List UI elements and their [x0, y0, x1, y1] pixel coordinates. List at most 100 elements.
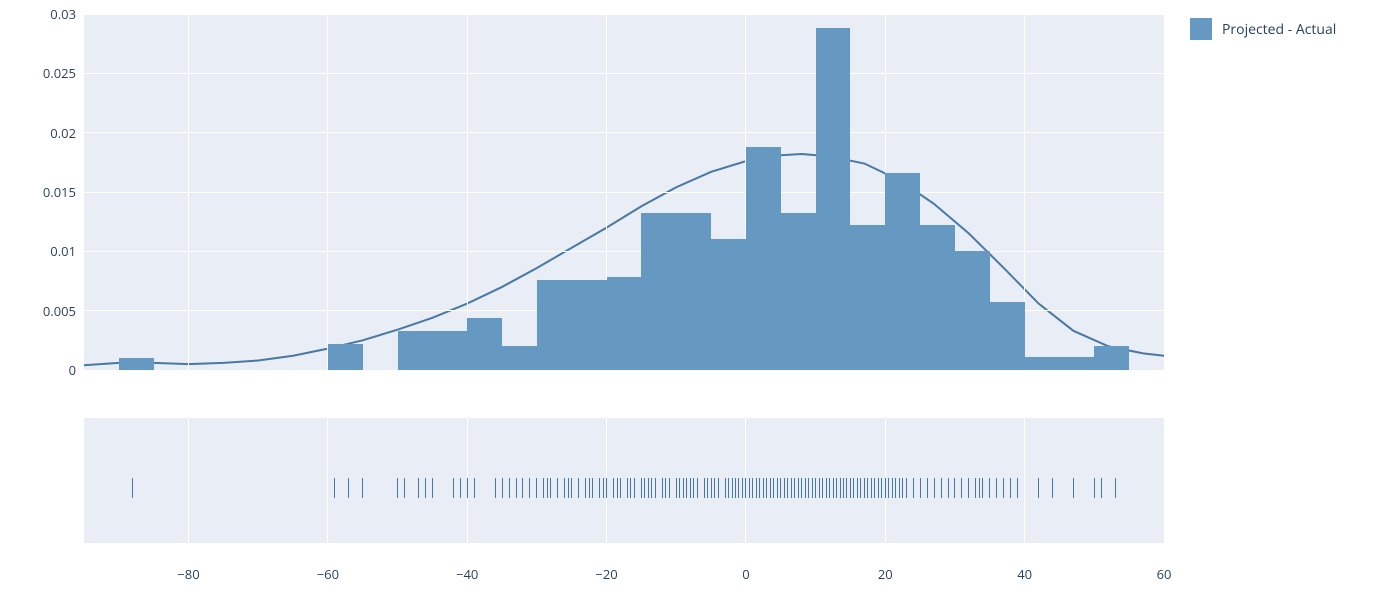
rug-tick: [846, 478, 847, 498]
rug-tick: [773, 478, 774, 498]
rug-tick: [759, 478, 760, 498]
rug-tick: [899, 478, 900, 498]
rug-tick: [857, 478, 858, 498]
rug-tick: [871, 478, 872, 498]
legend-label: Projected - Actual: [1222, 20, 1336, 39]
rug-tick: [651, 478, 652, 498]
rug-tick: [822, 478, 823, 498]
rug-tick: [961, 478, 962, 498]
rug-tick: [738, 478, 739, 498]
rug-tick: [843, 478, 844, 498]
legend-swatch: [1190, 18, 1212, 40]
rug-tick: [404, 478, 405, 498]
rug-tick: [1010, 478, 1011, 498]
x-grid-line: [327, 418, 328, 543]
rug-tick: [669, 478, 670, 498]
rug-tick: [502, 478, 503, 498]
y-grid-line: [84, 14, 1164, 15]
rug-tick: [805, 478, 806, 498]
rug-tick: [815, 478, 816, 498]
histogram-bar: [641, 213, 676, 370]
rug-tick: [547, 478, 548, 498]
rug-tick: [975, 478, 976, 498]
rug-tick: [878, 478, 879, 498]
histogram-bar: [885, 173, 920, 370]
rug-tick: [425, 478, 426, 498]
histogram-bar: [1094, 346, 1129, 370]
rug-tick: [784, 478, 785, 498]
rug-tick: [613, 478, 614, 498]
rug-tick: [829, 478, 830, 498]
rug-tick: [979, 478, 980, 498]
rug-tick: [453, 478, 454, 498]
rug-tick: [826, 478, 827, 498]
rug-tick: [791, 478, 792, 498]
rug-tick: [948, 478, 949, 498]
histogram-bar: [398, 331, 433, 370]
histogram-bar: [676, 213, 711, 370]
rug-tick: [589, 478, 590, 498]
rug-tick: [749, 478, 750, 498]
rug-tick: [742, 478, 743, 498]
histogram-bar: [502, 346, 537, 370]
rug-tick: [745, 478, 746, 498]
histogram-bar: [537, 280, 572, 370]
figure: Projected - Actual 00.0050.010.0150.020.…: [0, 0, 1400, 593]
rug-tick: [592, 478, 593, 498]
histogram-bar: [990, 302, 1025, 370]
y-tick-label: 0.03: [16, 5, 76, 23]
rug-tick: [989, 478, 990, 498]
y-tick-label: 0.01: [16, 242, 76, 260]
rug-tick: [617, 478, 618, 498]
rug-tick: [495, 478, 496, 498]
x-tick-label: 40: [1017, 565, 1032, 583]
rug-tick: [474, 478, 475, 498]
legend: Projected - Actual: [1190, 18, 1336, 40]
rug-tick: [874, 478, 875, 498]
rug-tick: [599, 478, 600, 498]
histogram-bar: [711, 239, 746, 370]
rug-tick: [397, 478, 398, 498]
x-tick-label: 0: [742, 565, 749, 583]
rug-tick: [662, 478, 663, 498]
histogram-bar: [572, 280, 607, 370]
histogram-bar: [1025, 357, 1060, 370]
rug-tick: [568, 478, 569, 498]
rug-tick: [954, 478, 955, 498]
x-grid-line: [188, 418, 189, 543]
rug-tick: [648, 478, 649, 498]
rug-tick: [906, 478, 907, 498]
rug-tick: [697, 478, 698, 498]
rug-tick: [892, 478, 893, 498]
rug-tick: [982, 478, 983, 498]
rug-tick: [934, 478, 935, 498]
rug-tick: [460, 478, 461, 498]
rug-tick: [620, 478, 621, 498]
rug-tick: [132, 478, 133, 498]
rug-tick: [968, 478, 969, 498]
histogram-bar: [119, 358, 154, 370]
x-grid-line: [188, 14, 189, 370]
rug-tick: [714, 478, 715, 498]
rug-tick: [836, 478, 837, 498]
rug-tick: [536, 478, 537, 498]
rug-tick: [543, 478, 544, 498]
histogram-panel: [84, 14, 1164, 370]
x-grid-line: [1164, 14, 1165, 370]
rug-tick: [756, 478, 757, 498]
rug-tick: [644, 478, 645, 498]
rug-tick: [693, 478, 694, 498]
rug-tick: [864, 478, 865, 498]
rug-tick: [679, 478, 680, 498]
rug-tick: [860, 478, 861, 498]
rug-tick: [1052, 478, 1053, 498]
rug-tick: [833, 478, 834, 498]
rug-tick: [704, 478, 705, 498]
rug-tick: [1094, 478, 1095, 498]
histogram-bar: [432, 331, 467, 370]
rug-tick: [728, 478, 729, 498]
y-tick-label: 0.02: [16, 124, 76, 142]
rug-tick: [362, 478, 363, 498]
rug-tick: [718, 478, 719, 498]
x-grid-line: [467, 14, 468, 370]
